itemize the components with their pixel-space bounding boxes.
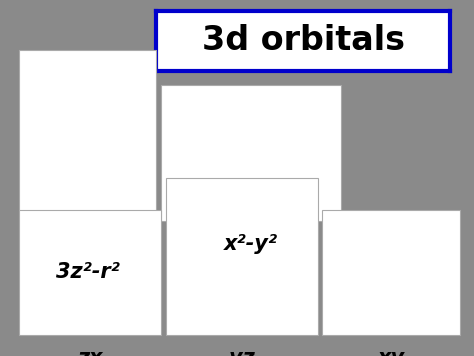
Text: xy: xy	[377, 348, 405, 356]
Text: 3d orbitals: 3d orbitals	[202, 25, 405, 57]
Text: yz: yz	[229, 348, 255, 356]
Text: zx: zx	[77, 348, 103, 356]
Text: 3z²-r²: 3z²-r²	[56, 262, 119, 282]
Text: x²-y²: x²-y²	[224, 234, 278, 254]
